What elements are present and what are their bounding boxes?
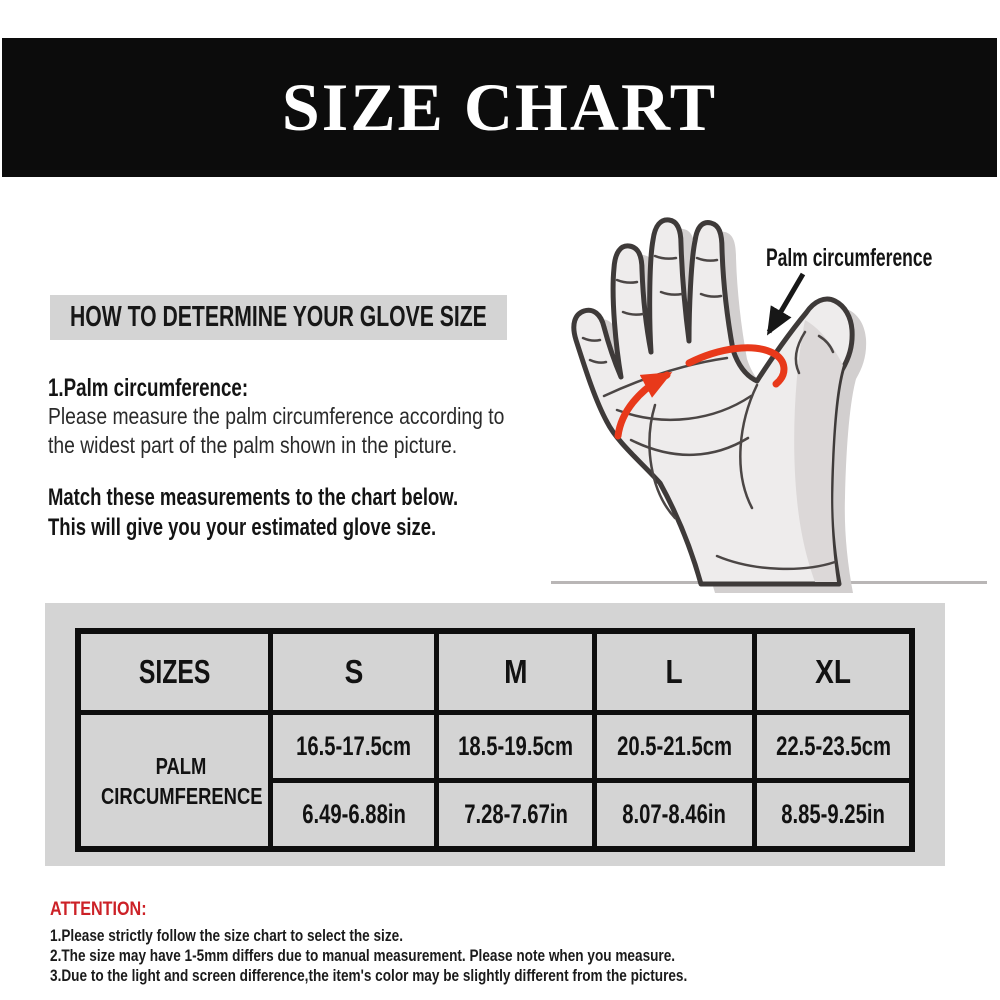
palm-circumference-label: Palm circumference xyxy=(766,244,933,272)
cell-m-in: 7.28-7.67in xyxy=(434,778,597,852)
col-header-m: M xyxy=(434,628,597,715)
attention-item-3: 3.Due to the light and screen difference… xyxy=(50,966,688,985)
size-table: SIZES S M L XL PALM CIRCUMFERENCE 16.5-1… xyxy=(75,628,915,852)
col-header-s: S xyxy=(268,628,440,715)
howto-banner: HOW TO DETERMINE YOUR GLOVE SIZE xyxy=(50,295,507,340)
col-header-l: L xyxy=(591,628,758,715)
cm-row: PALM CIRCUMFERENCE 16.5-17.5cm 18.5-19.5… xyxy=(75,710,915,852)
row-label-palm-circumference: PALM CIRCUMFERENCE xyxy=(75,710,274,852)
pointer-arrow xyxy=(766,272,806,336)
cell-l-in: 8.07-8.46in xyxy=(591,778,758,852)
in-row: 6.49-6.88in 7.28-7.67in 8.07-8.46in 8.85… xyxy=(78,778,915,852)
page-title: SIZE CHART xyxy=(281,69,718,145)
match-line2: This will give you your estimated glove … xyxy=(48,514,437,541)
attention-block: ATTENTION: 1.Please strictly follow the … xyxy=(50,899,970,986)
hand-diagram xyxy=(551,217,987,594)
cell-s-cm: 16.5-17.5cm xyxy=(268,710,440,783)
cell-m-cm: 18.5-19.5cm xyxy=(434,710,597,783)
attention-item-2: 2.The size may have 1-5mm differs due to… xyxy=(50,946,676,965)
cell-xl-in: 8.85-9.25in xyxy=(752,778,915,852)
attention-item-1: 1.Please strictly follow the size chart … xyxy=(50,926,403,945)
title-banner: SIZE CHART xyxy=(2,38,997,177)
howto-heading: HOW TO DETERMINE YOUR GLOVE SIZE xyxy=(70,301,487,333)
cell-s-in: 6.49-6.88in xyxy=(268,778,440,852)
match-block: Match these measurements to the chart be… xyxy=(48,483,553,543)
match-line1: Match these measurements to the chart be… xyxy=(48,484,459,511)
hand-shading xyxy=(794,320,843,582)
col-header-sizes: SIZES xyxy=(75,628,274,715)
measure-arrow xyxy=(614,344,788,440)
step1-line2: the widest part of the palm shown in the… xyxy=(48,432,458,458)
cell-l-cm: 20.5-21.5cm xyxy=(591,710,758,783)
hand-outline xyxy=(571,217,855,587)
header-row: SIZES S M L XL xyxy=(75,628,915,715)
attention-heading: ATTENTION: xyxy=(50,899,147,920)
cell-xl-cm: 22.5-23.5cm xyxy=(752,710,915,783)
instructions-block: 1.Palm circumference: Please measure the… xyxy=(48,374,553,543)
size-table-panel: SIZES S M L XL PALM CIRCUMFERENCE 16.5-1… xyxy=(45,603,945,866)
step1-line1: Please measure the palm circumference ac… xyxy=(48,403,505,429)
step1-title: 1.Palm circumference: xyxy=(48,374,249,402)
col-header-xl: XL xyxy=(752,628,915,715)
